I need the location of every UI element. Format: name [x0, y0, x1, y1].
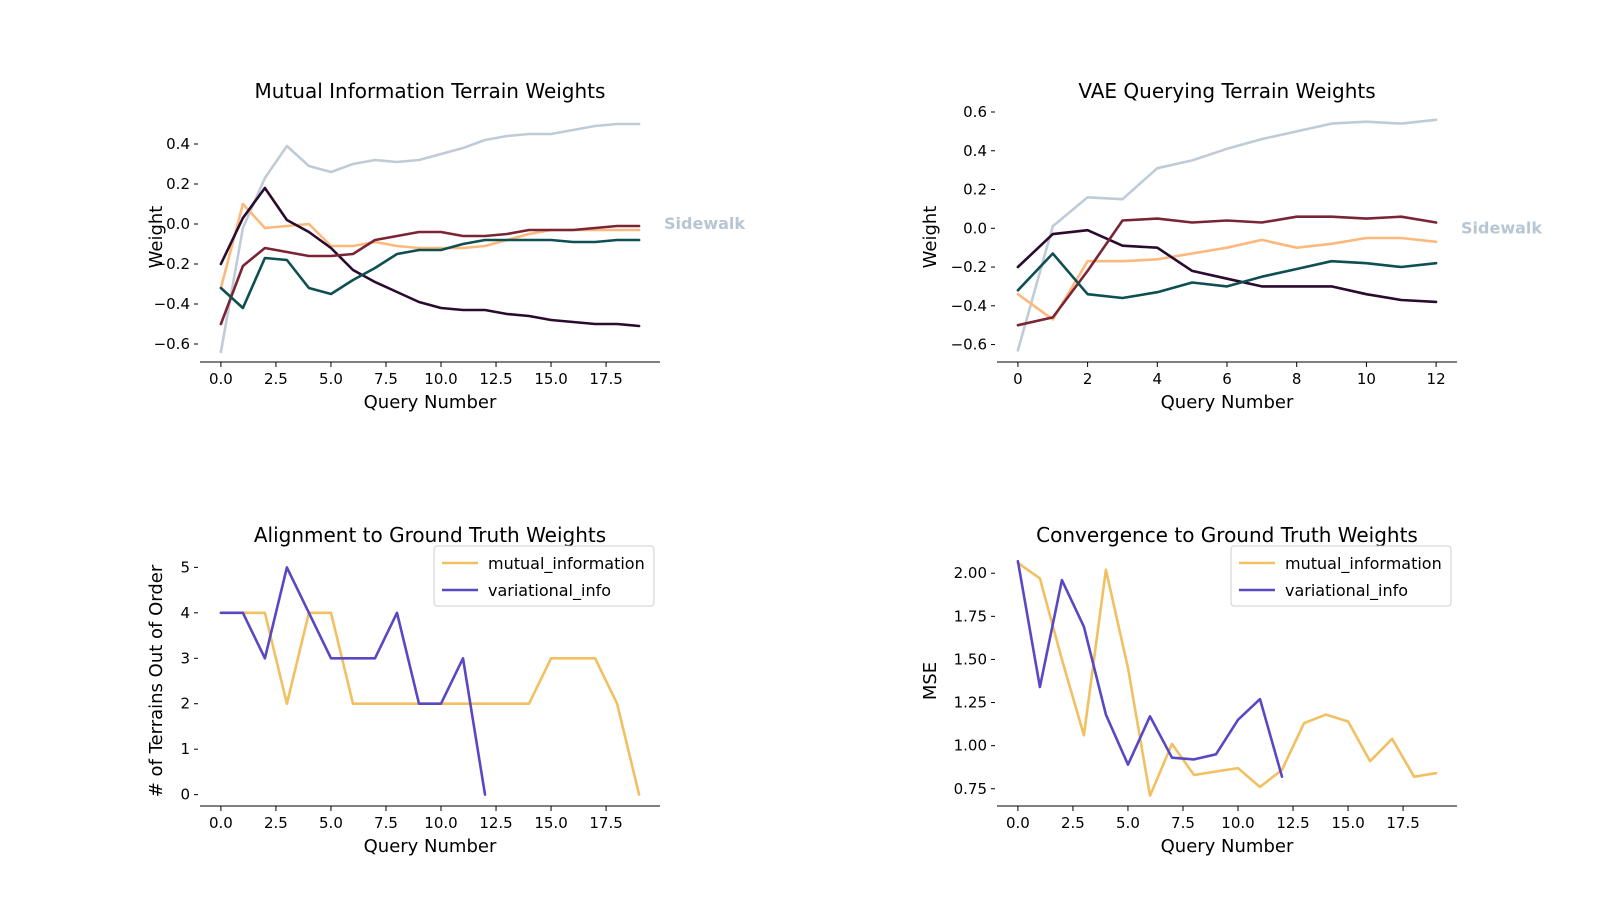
- y-axis-label: # of Terrains Out of Order: [146, 564, 167, 797]
- legend: mutual_information variational_info: [1230, 545, 1452, 607]
- x-tick-label: 15.0: [534, 814, 567, 832]
- x-tick-label: 2.5: [1061, 814, 1085, 832]
- y-tick-label: 0.2: [166, 175, 190, 193]
- x-tick-label: 0.0: [209, 814, 233, 832]
- series-line-3: [1016, 228, 1438, 304]
- series-line-4: [1016, 215, 1438, 327]
- x-tick-label: 12: [1427, 370, 1446, 388]
- y-axis-label: Weight: [146, 206, 167, 269]
- series-line-3: [219, 186, 641, 328]
- annotation-label: Sidewalk: [1461, 218, 1542, 237]
- x-tick-label: 10.0: [424, 370, 457, 388]
- x-tick-label: 2: [1083, 370, 1093, 388]
- series-line-1: [1016, 561, 1438, 798]
- x-tick-label: 4: [1153, 370, 1163, 388]
- y-tick-label: 3: [180, 649, 190, 667]
- x-tick-label: 17.5: [589, 814, 622, 832]
- legend-entry: mutual_information: [488, 554, 645, 574]
- chart-panel-3: Alignment to Ground Truth Weights 0.0 2.5 5…: [146, 523, 660, 857]
- legend-box: [1230, 545, 1452, 607]
- legend-entry: variational_info: [1285, 581, 1408, 601]
- y-tick-label: 5: [180, 558, 190, 576]
- x-tick-label: 15.0: [1331, 814, 1364, 832]
- x-tick-label: 10: [1357, 370, 1376, 388]
- y-tick-label: −0.4: [154, 295, 190, 313]
- x-axis-label: Query Number: [1161, 836, 1294, 857]
- y-tick-label: −0.6: [951, 336, 987, 354]
- y-tick-label: −0.6: [154, 335, 190, 353]
- series-line-1: [1016, 118, 1438, 352]
- y-tick-label: 4: [180, 604, 190, 622]
- x-tick-label: 17.5: [589, 370, 622, 388]
- x-tick-label: 0: [1013, 370, 1023, 388]
- y-tick-label: 0.0: [166, 215, 190, 233]
- x-tick-label: 7.5: [374, 814, 398, 832]
- y-tick-label: 2.00: [954, 564, 987, 582]
- y-tick-label: 0.6: [963, 103, 987, 121]
- legend: mutual_information variational_info: [433, 545, 655, 607]
- x-axis-label: Query Number: [1161, 392, 1294, 413]
- x-tick-label: 10.0: [1221, 814, 1254, 832]
- legend-box: [433, 545, 655, 607]
- y-tick-label: 0.75: [954, 780, 987, 798]
- chart-panel-2: VAE Querying Terrain Weights 0 2 4 6 8 10 12 −0.…: [920, 79, 1542, 413]
- y-tick-label: 0.4: [166, 135, 190, 153]
- y-tick-label: 2: [180, 695, 190, 713]
- x-tick-label: 6: [1222, 370, 1232, 388]
- y-axis-label: MSE: [920, 662, 941, 700]
- y-tick-label: −0.2: [154, 255, 190, 273]
- y-tick-label: 1: [180, 740, 190, 758]
- legend-entry: variational_info: [488, 581, 611, 601]
- x-tick-label: 0.0: [209, 370, 233, 388]
- y-tick-label: 0.0: [963, 219, 987, 237]
- annotation-label: Sidewalk: [664, 214, 745, 233]
- x-axis-label: Query Number: [364, 836, 497, 857]
- x-tick-label: 7.5: [1171, 814, 1195, 832]
- series-line-2: [1016, 559, 1284, 779]
- y-tick-label: 0.2: [963, 181, 987, 199]
- x-tick-label: 12.5: [479, 814, 512, 832]
- x-tick-label: 15.0: [534, 370, 567, 388]
- series-line-1: [219, 122, 641, 354]
- series-line-2: [219, 566, 487, 796]
- x-tick-label: 2.5: [264, 370, 288, 388]
- legend-entry: mutual_information: [1285, 554, 1442, 574]
- x-tick-label: 5.0: [1116, 814, 1140, 832]
- series-line-4: [219, 224, 641, 326]
- x-axis-label: Query Number: [364, 392, 497, 413]
- chart-panel-4: Convergence to Ground Truth Weights 0.0 2.…: [920, 523, 1457, 857]
- x-tick-label: 10.0: [424, 814, 457, 832]
- y-tick-label: −0.2: [951, 258, 987, 276]
- series-line-5: [1016, 252, 1438, 300]
- y-tick-label: −0.4: [951, 297, 987, 315]
- x-tick-label: 17.5: [1386, 814, 1419, 832]
- y-tick-label: 0: [180, 786, 190, 804]
- x-tick-label: 8: [1292, 370, 1302, 388]
- x-tick-label: 5.0: [319, 814, 343, 832]
- chart-panel-1: Mutual Information Terrain Weights 0.0 2.5…: [146, 79, 745, 413]
- x-tick-label: 12.5: [1276, 814, 1309, 832]
- y-tick-label: 0.4: [963, 142, 987, 160]
- x-tick-label: 0.0: [1006, 814, 1030, 832]
- series-line-5: [219, 238, 641, 310]
- x-tick-label: 2.5: [264, 814, 288, 832]
- series-line-2: [1016, 236, 1438, 321]
- y-tick-label: 1.25: [954, 694, 987, 712]
- y-axis-label: Weight: [920, 206, 941, 269]
- y-tick-label: 1.00: [954, 737, 987, 755]
- x-tick-label: 12.5: [479, 370, 512, 388]
- chart-title: Convergence to Ground Truth Weights: [1036, 523, 1418, 547]
- chart-title: Alignment to Ground Truth Weights: [254, 523, 606, 547]
- y-tick-label: 1.75: [954, 607, 987, 625]
- x-tick-label: 7.5: [374, 370, 398, 388]
- y-tick-label: 1.50: [954, 650, 987, 668]
- chart-title: VAE Querying Terrain Weights: [1078, 79, 1375, 103]
- chart-title: Mutual Information Terrain Weights: [255, 79, 606, 103]
- x-tick-label: 5.0: [319, 370, 343, 388]
